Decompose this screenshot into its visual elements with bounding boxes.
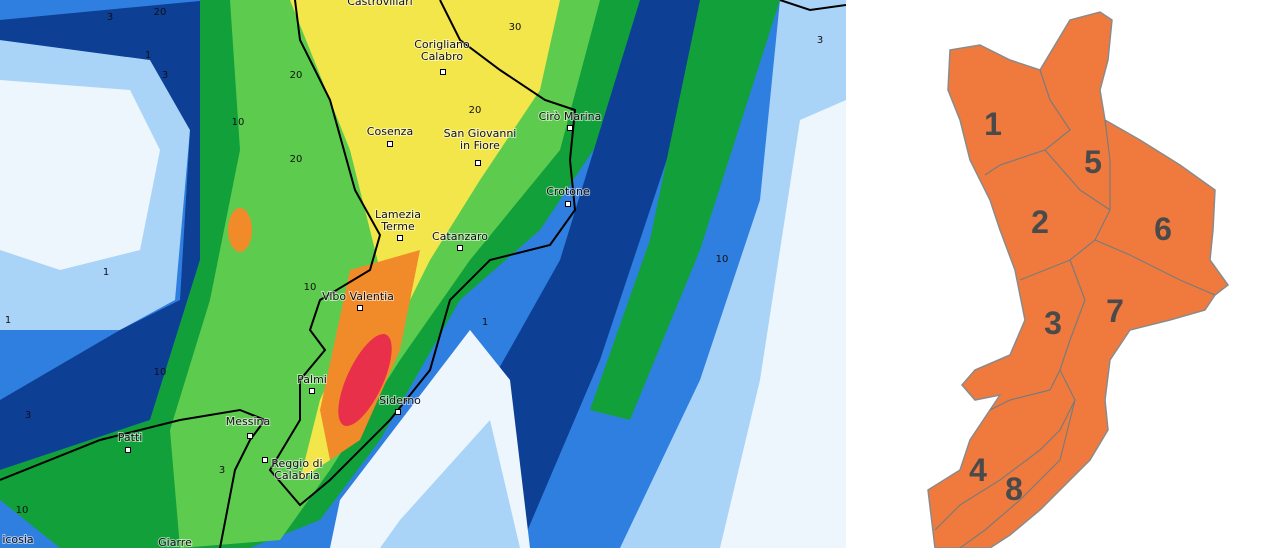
contour-label: 1 (482, 317, 488, 328)
contour-label: 3 (162, 70, 168, 81)
contour-label: 1 (145, 50, 151, 61)
contour-label: 30 (509, 22, 522, 33)
city-label: in Fiore (460, 139, 500, 152)
contour-label: 3 (219, 465, 225, 476)
city-label: Corigliano (414, 38, 470, 51)
city-label: Siderno (379, 394, 421, 407)
city-label: Lamezia (375, 208, 421, 221)
city-marker (440, 69, 446, 75)
city-marker (262, 457, 268, 463)
zone-label: 1 (984, 106, 1002, 142)
city-marker (565, 201, 571, 207)
zone-label: 8 (1005, 471, 1023, 507)
city-label: Giarre (158, 536, 192, 548)
contour-label: 3 (817, 35, 823, 46)
city-label: Cosenza (367, 125, 413, 138)
city-label: Crotone (546, 185, 590, 198)
city-marker (457, 245, 463, 251)
city-marker (397, 235, 403, 241)
city-marker (247, 433, 253, 439)
contour-label: 1 (5, 315, 11, 326)
city-marker (567, 125, 573, 131)
city-marker (475, 160, 481, 166)
zone-label: 5 (1084, 144, 1102, 180)
contour-label: 10 (304, 282, 317, 293)
city-label: Calabro (421, 50, 463, 63)
contour-label: 3 (107, 12, 113, 23)
contour-label: 10 (716, 254, 729, 265)
city-label: Catanzaro (432, 230, 488, 243)
contour-label: 20 (290, 154, 303, 165)
contour-label: 10 (154, 367, 167, 378)
city-label: Reggio di (271, 457, 322, 470)
zone-label: 7 (1106, 293, 1124, 329)
contour-label: 1 (103, 267, 109, 278)
city-marker (395, 409, 401, 415)
city-label: Terme (380, 220, 415, 233)
contour-label: 3 (25, 410, 31, 421)
city-label: Castrovillari (347, 0, 412, 8)
city-marker (357, 305, 363, 311)
zone-map (927, 11, 1230, 548)
zone-label: 6 (1154, 211, 1172, 247)
precipitation-map (0, 0, 846, 548)
city-label: Vibo Valentia (322, 290, 394, 303)
city-marker (309, 388, 315, 394)
city-label: icosia (2, 533, 33, 546)
zone-label: 3 (1044, 305, 1062, 341)
city-label: Patti (118, 431, 143, 444)
contour-label: 20 (290, 70, 303, 81)
city-label: Cirò Marina (539, 110, 602, 123)
city-label: Messina (226, 415, 271, 428)
city-label: Calabria (274, 469, 320, 482)
contour-label: 10 (16, 505, 29, 516)
city-marker (387, 141, 393, 147)
city-marker (125, 447, 131, 453)
city-label: Palmi (297, 373, 327, 386)
contour-label: 20 (469, 105, 482, 116)
zone-label: 2 (1031, 204, 1049, 240)
contour-label: 20 (154, 7, 167, 18)
contour-label: 10 (232, 117, 245, 128)
zone-label: 4 (969, 452, 987, 488)
city-label: San Giovanni (444, 127, 517, 140)
